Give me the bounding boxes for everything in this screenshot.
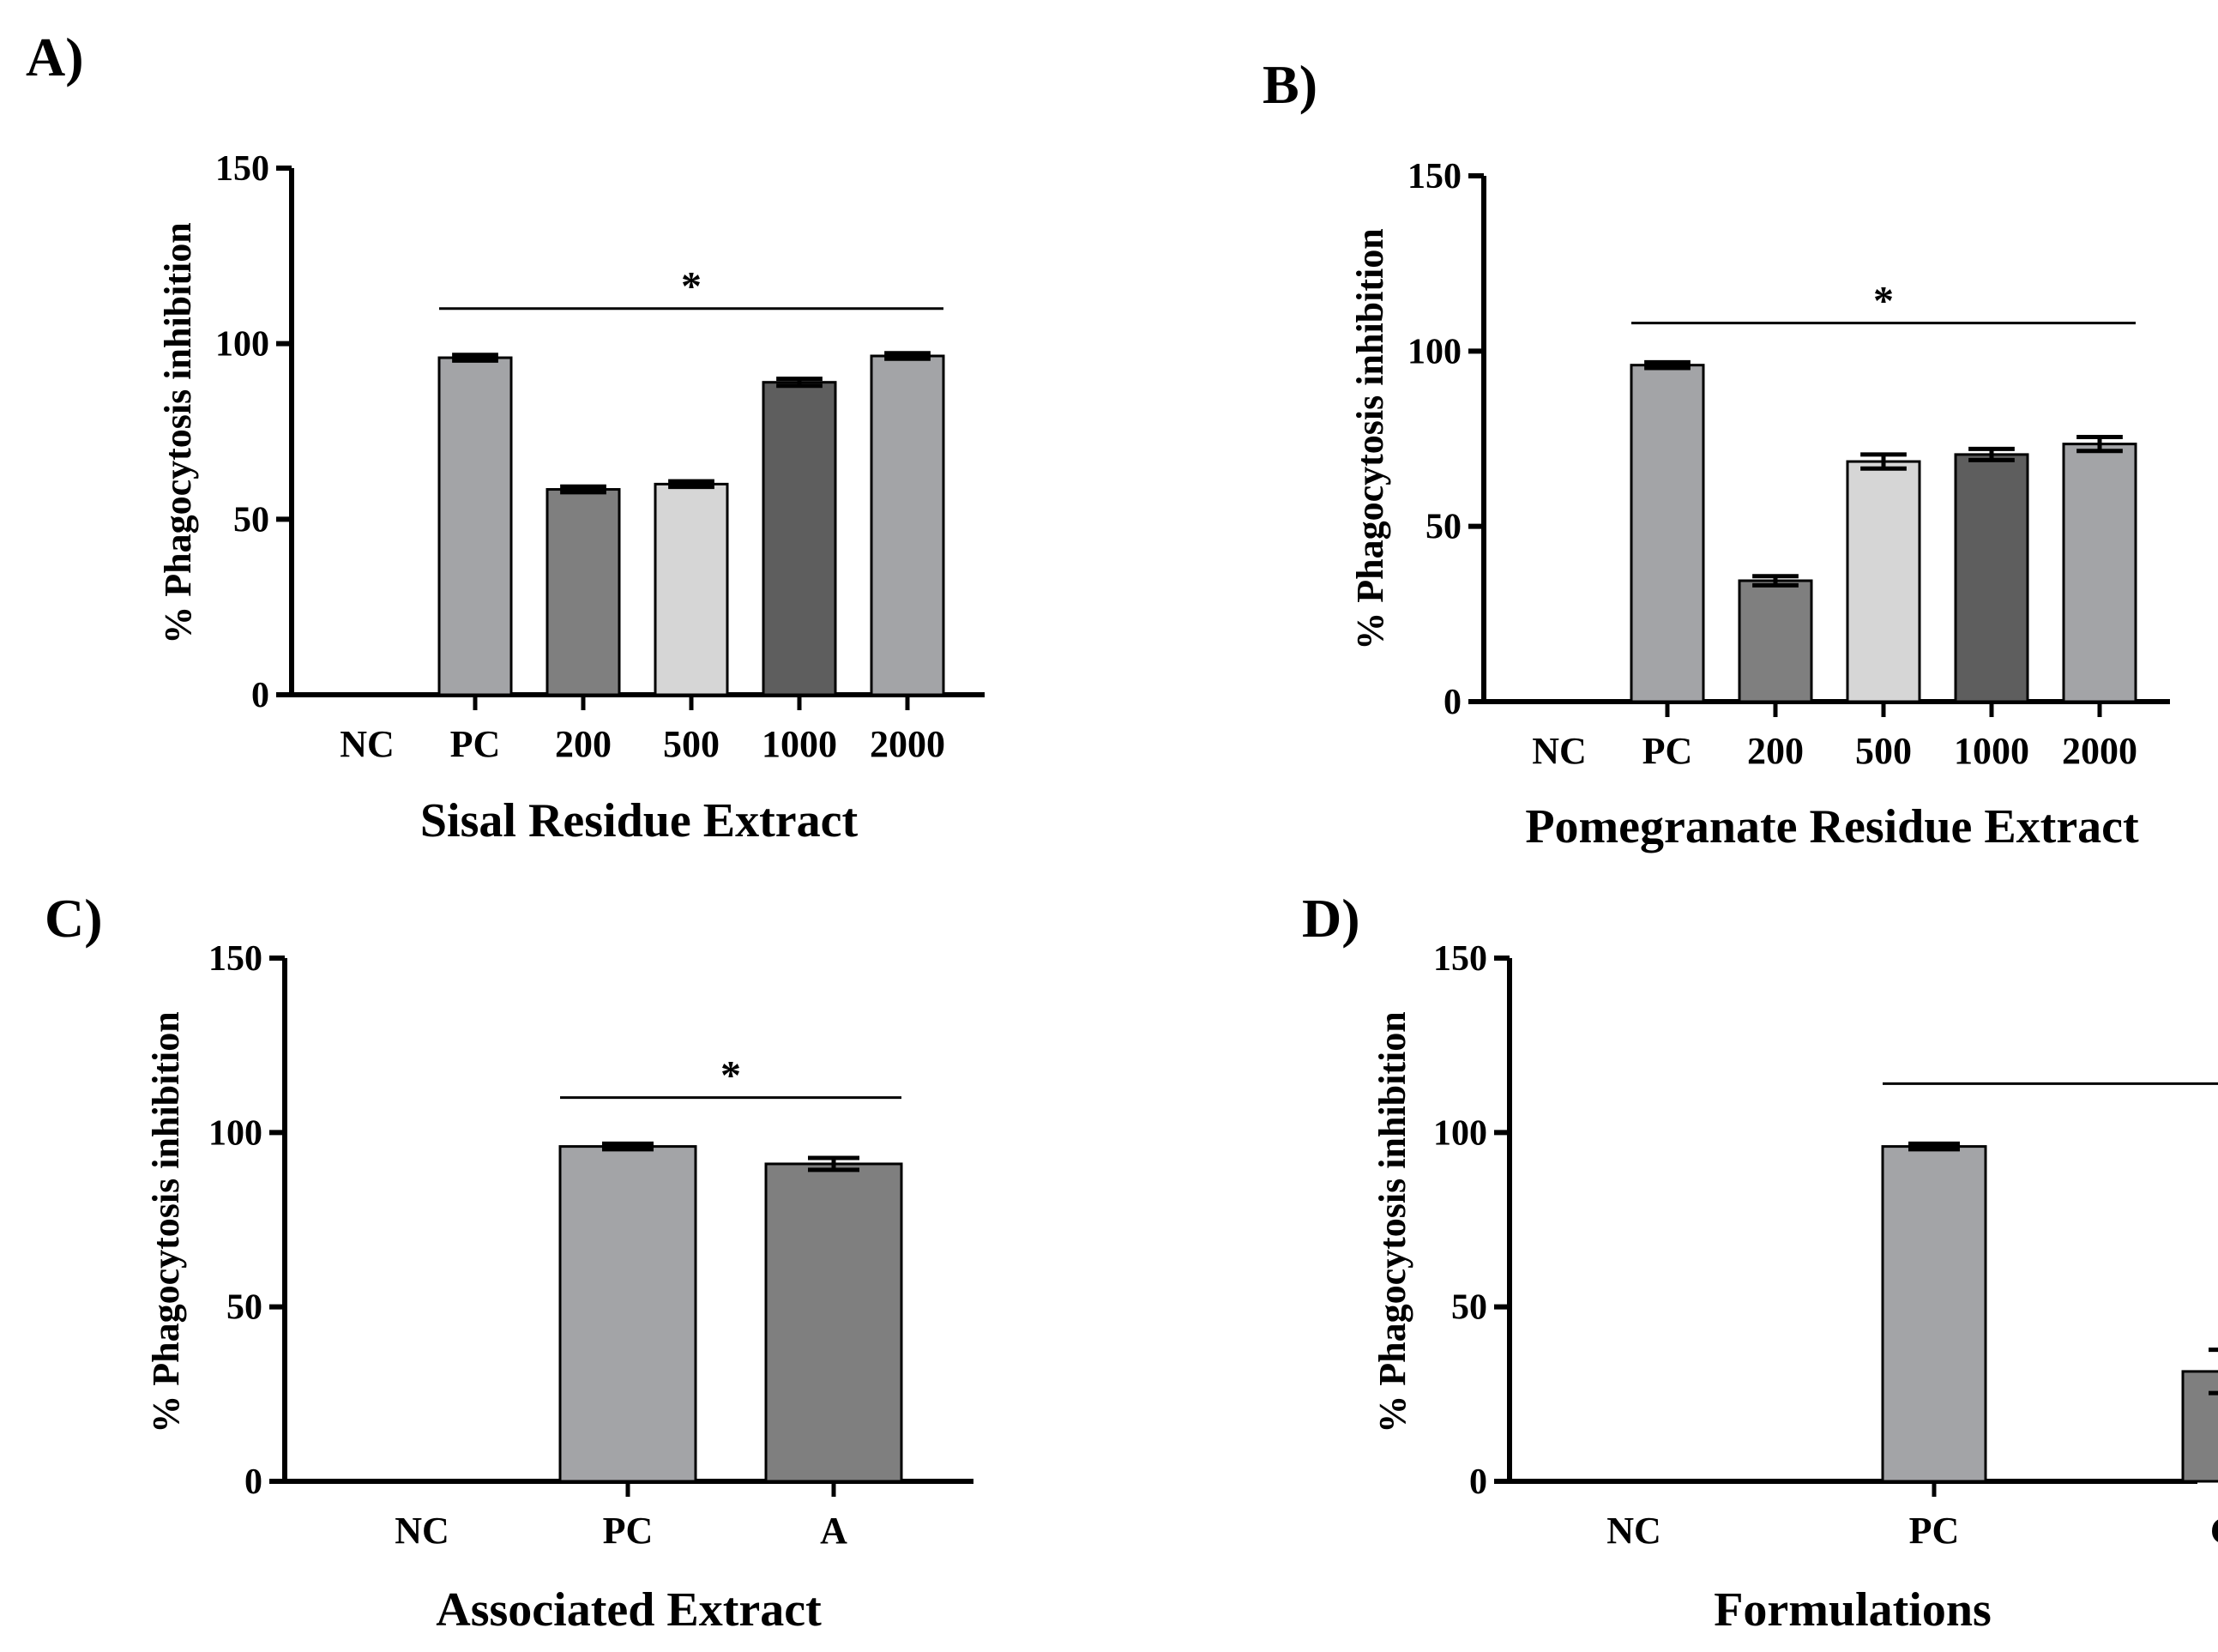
bar-1000 xyxy=(762,381,837,696)
y-tick-label: 100 xyxy=(1407,332,1462,371)
x-categories-a: NC PC 200 500 1000 2000 xyxy=(340,723,945,765)
x-category-label: 200 xyxy=(1747,730,1804,772)
y-tick-label: 100 xyxy=(208,1113,262,1153)
x-category-label: PC xyxy=(450,723,501,765)
bar-A xyxy=(764,1162,903,1483)
bar-200 xyxy=(545,488,621,696)
x-category-label: 500 xyxy=(663,723,720,765)
x-category-label: 200 xyxy=(555,723,612,765)
bar-500 xyxy=(1846,460,1921,703)
bar-2000 xyxy=(870,354,945,696)
x-categories-b: NC PC 200 500 1000 2000 xyxy=(1532,730,2137,772)
panel-c: C) % Phagocytosis inhibition Associated … xyxy=(45,888,973,1637)
bar-1000 xyxy=(1954,453,2029,703)
x-category-label: A xyxy=(820,1510,847,1552)
y-tick-label: 0 xyxy=(1444,683,1462,722)
x-category-label: NC xyxy=(395,1510,449,1552)
x-category-label: PC xyxy=(603,1510,654,1552)
y-axis-title-d: % Phagocytosis inhibition xyxy=(1371,1011,1413,1432)
y-tick-label: 0 xyxy=(251,676,269,715)
significance-marker-a: * xyxy=(681,264,702,310)
bar-2000 xyxy=(2062,443,2137,703)
x-axis-title-c: Associated Extract xyxy=(436,1583,822,1637)
y-axis-title-c: % Phagocytosis inhibition xyxy=(145,1011,187,1432)
bar-500 xyxy=(654,482,729,696)
y-tick-label: 0 xyxy=(1469,1462,1487,1502)
y-tick-label: 150 xyxy=(1433,939,1487,979)
panel-label-d: D) xyxy=(1302,888,1360,949)
bar-PC xyxy=(1630,364,1705,703)
y-ticks-d: 0 50 100 150 xyxy=(1433,939,1487,1502)
x-category-label: 2000 xyxy=(870,723,945,765)
x-category-label: PC xyxy=(1909,1510,1960,1552)
y-tick-label: 50 xyxy=(1451,1288,1487,1328)
y-axis-title-a: % Phagocytosis inhibition xyxy=(157,222,199,643)
y-tick-label: 0 xyxy=(244,1462,262,1502)
x-category-label: 1000 xyxy=(1954,730,2029,772)
y-tick-label: 50 xyxy=(233,500,269,540)
x-category-label: NC xyxy=(1532,730,1587,772)
x-category-label: NC xyxy=(1606,1510,1661,1552)
y-tick-label: 100 xyxy=(215,325,269,365)
y-ticks-a: 0 50 100 150 xyxy=(215,149,269,715)
panel-b: B) % Phagocytosis inhibition Pomegranate… xyxy=(1263,54,2170,853)
panel-a: A) % Phagocytosis inhibition Sisal Resid… xyxy=(26,27,985,847)
bar-PC xyxy=(558,1145,697,1483)
y-axis-title-b: % Phagocytosis inhibition xyxy=(1349,228,1391,649)
x-category-label: 2000 xyxy=(2062,730,2137,772)
x-category-label: G1 xyxy=(2210,1510,2218,1552)
panel-label-a: A) xyxy=(26,27,84,87)
x-categories-d: NC PC G1 G2 xyxy=(1606,1510,2218,1552)
y-tick-label: 150 xyxy=(1407,157,1462,196)
y-tick-label: 50 xyxy=(1425,508,1462,547)
panel-label-c: C) xyxy=(45,888,103,949)
y-tick-label: 150 xyxy=(208,939,262,979)
x-category-label: NC xyxy=(340,723,395,765)
bar-200 xyxy=(1738,579,1813,703)
x-category-label: 500 xyxy=(1855,730,1912,772)
panel-label-b: B) xyxy=(1263,54,1317,115)
y-tick-label: 100 xyxy=(1433,1113,1487,1153)
x-axis-title-d: Formulations xyxy=(1714,1583,1992,1637)
y-ticks-b: 0 50 100 150 xyxy=(1407,157,1462,722)
x-axis-title-a: Sisal Residue Extract xyxy=(420,794,859,847)
x-category-label: PC xyxy=(1642,730,1693,772)
x-axis-title-b: Pomegranate Residue Extract xyxy=(1525,800,2139,853)
panel-d: D) % Phagocytosis inhibition Formulation… xyxy=(1302,888,2218,1637)
y-tick-label: 50 xyxy=(226,1288,262,1328)
x-category-label: 1000 xyxy=(762,723,837,765)
significance-marker-b: * xyxy=(1873,279,1894,324)
y-ticks-c: 0 50 100 150 xyxy=(208,939,262,1502)
y-tick-label: 150 xyxy=(215,149,269,189)
significance-marker-c: * xyxy=(720,1053,741,1099)
x-categories-c: NC PC A xyxy=(395,1510,847,1552)
bar-G1 xyxy=(2181,1370,2218,1483)
bar-PC xyxy=(437,356,513,696)
bar-PC xyxy=(1881,1145,1987,1483)
